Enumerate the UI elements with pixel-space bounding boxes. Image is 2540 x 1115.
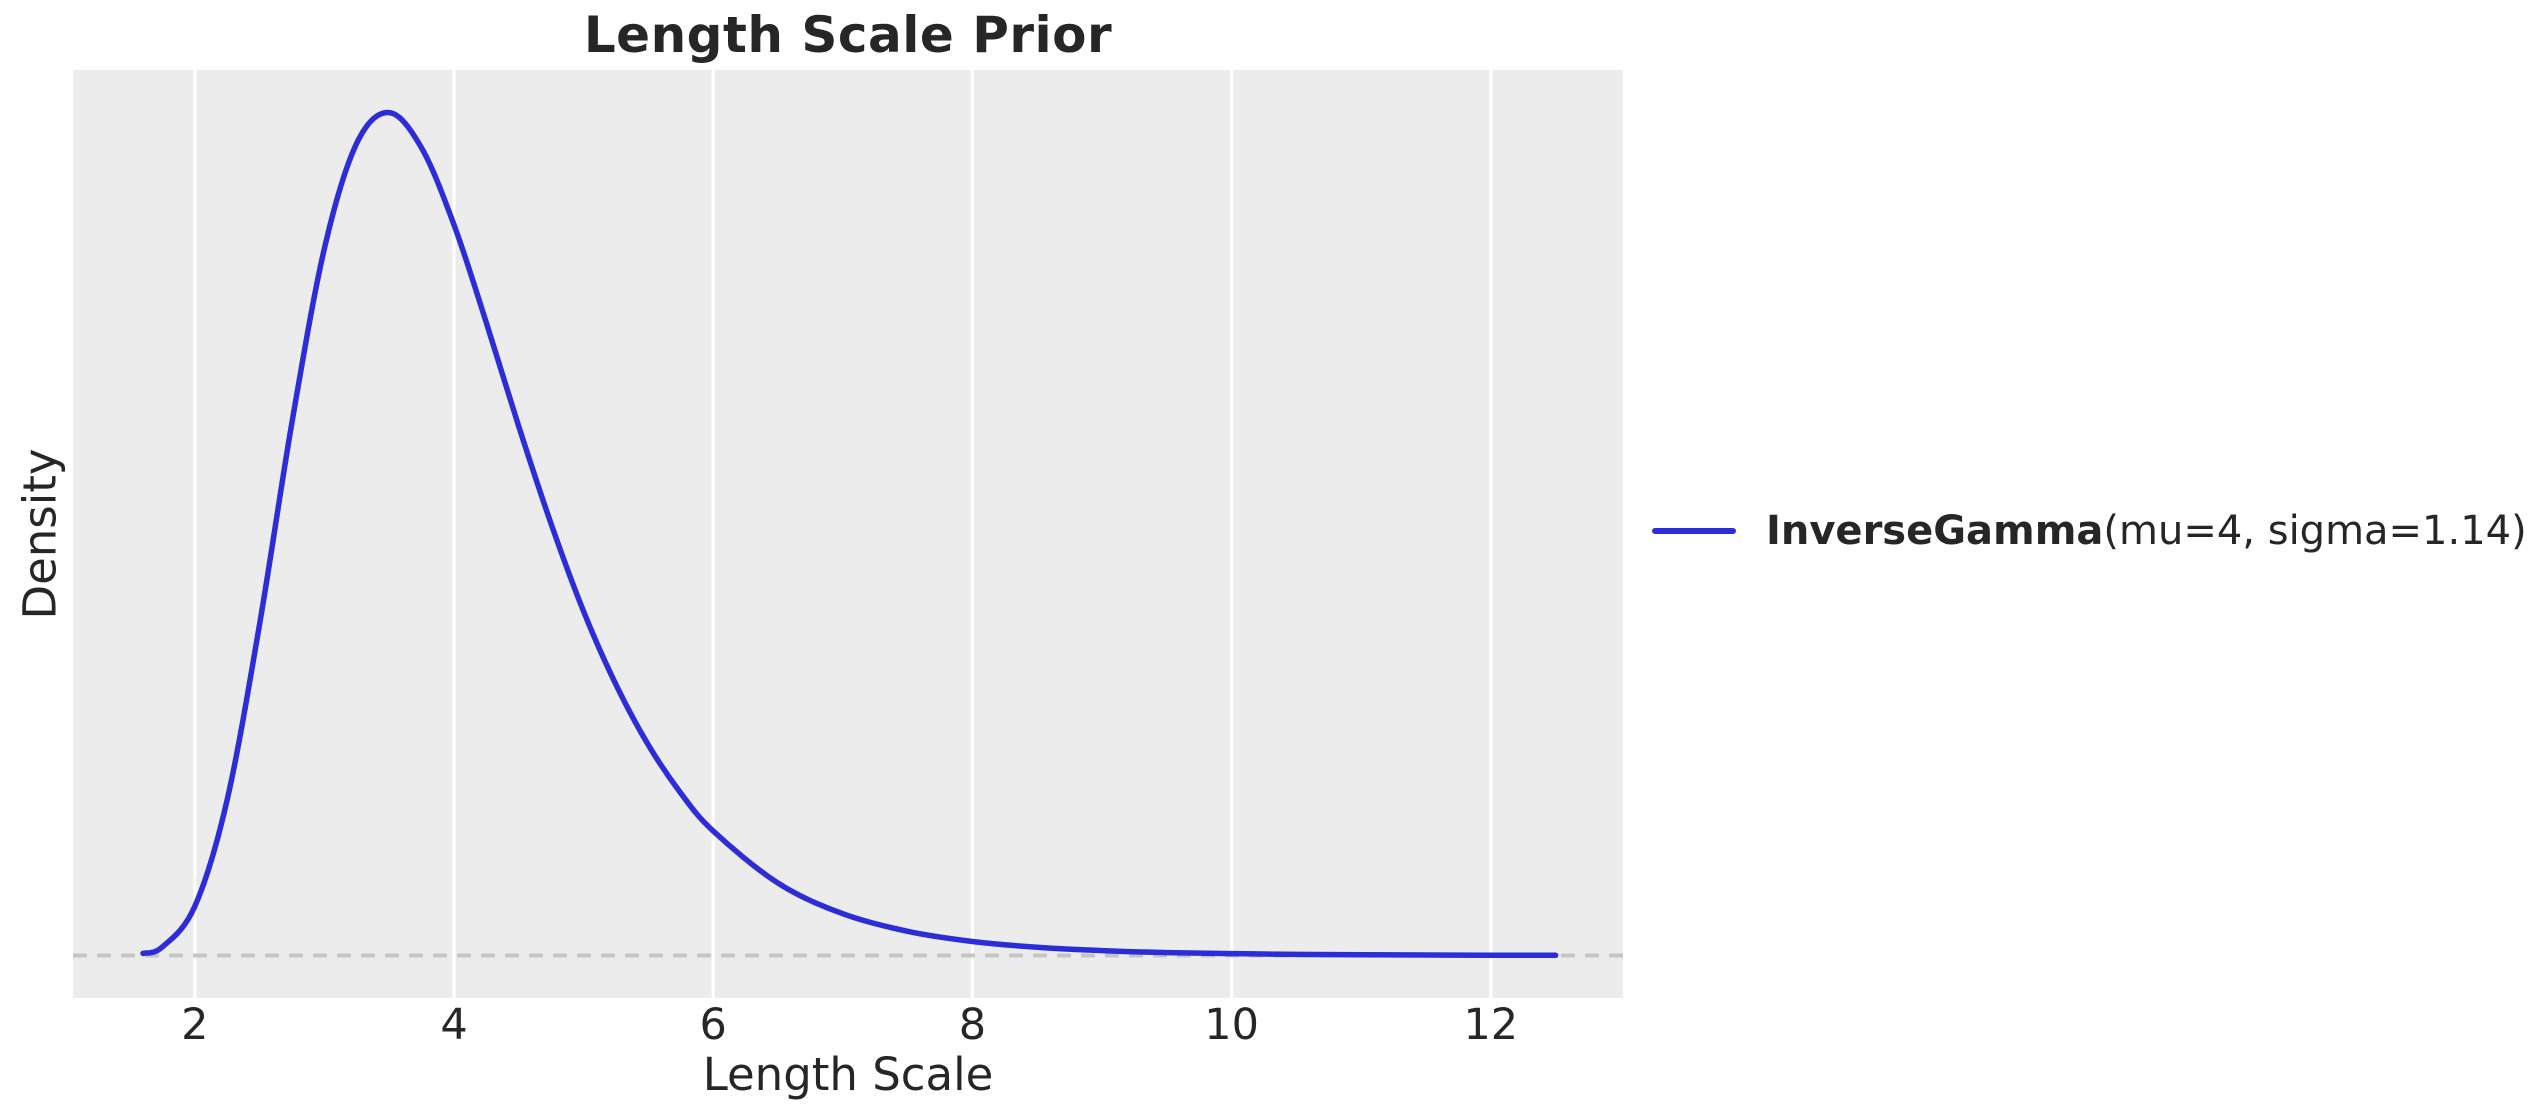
legend-entry: InverseGamma(mu=4, sigma=1.14) <box>1766 507 2527 555</box>
legend-line-swatch <box>1652 528 1736 534</box>
chart-title: Length Scale Prior <box>583 6 1113 64</box>
y-axis-label: Density <box>13 448 67 620</box>
legend-series-params: (mu=4, sigma=1.14) <box>2103 508 2527 554</box>
x-tick-label-2: 2 <box>181 1000 209 1050</box>
plot-area <box>73 70 1623 998</box>
x-tick-label-4: 4 <box>440 1000 468 1050</box>
density-curve-canvas <box>73 70 1623 998</box>
x-tick-label-12: 12 <box>1463 1000 1519 1050</box>
x-axis-label: Length Scale <box>702 1048 994 1101</box>
x-tick-label-10: 10 <box>1204 1000 1259 1050</box>
x-tick-label-8: 8 <box>958 1000 987 1050</box>
legend: InverseGamma(mu=4, sigma=1.14) <box>1652 507 2527 555</box>
x-axis-ticks: 2 4 6 8 10 12 <box>0 1004 2540 1054</box>
density-curve <box>140 109 1559 959</box>
legend-series-name: InverseGamma <box>1766 508 2104 554</box>
x-tick-label-6: 6 <box>699 1000 727 1050</box>
